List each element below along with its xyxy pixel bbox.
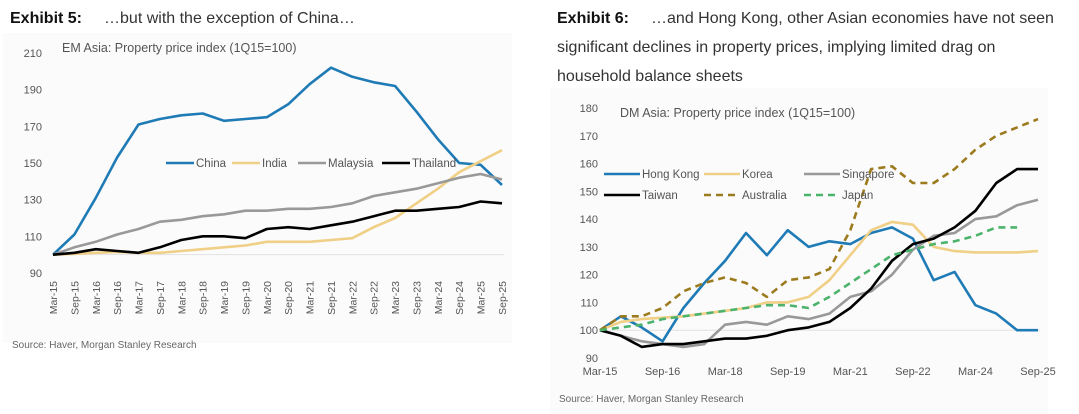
legend-label: Malaysia <box>328 158 374 170</box>
x-tick-label: Mar-22 <box>347 281 359 314</box>
y-tick-label: 90 <box>30 268 42 280</box>
legend-label: Taiwan <box>642 190 678 202</box>
exhibit-5-header: Exhibit 5: …but with the exception of Chi… <box>10 4 530 33</box>
legend-label: China <box>196 158 227 170</box>
y-tick-label: 130 <box>24 195 42 207</box>
y-tick-label: 110 <box>580 297 598 309</box>
chart-2: DM Asia: Property price index (1Q15=100)… <box>550 88 1056 414</box>
exhibit-heading: …but with the exception of China… <box>104 10 355 27</box>
y-tick-label: 170 <box>580 131 598 143</box>
chart-title: EM Asia: Property price index (1Q15=100) <box>62 41 297 55</box>
x-tick-label: Mar-20 <box>262 281 274 314</box>
x-tick-label: Mar-15 <box>583 366 618 378</box>
y-tick-label: 120 <box>580 270 598 282</box>
y-tick-label: 160 <box>580 159 598 171</box>
x-tick-label: Mar-18 <box>176 281 188 314</box>
exhibit-label: Exhibit 5: <box>10 10 83 27</box>
x-tick-label: Sep-21 <box>326 281 338 315</box>
chart-background <box>3 33 512 343</box>
x-tick-label: Sep-23 <box>411 281 423 315</box>
x-tick-label: Sep-18 <box>198 281 210 315</box>
legend-label: India <box>262 158 288 170</box>
x-tick-label: Sep-19 <box>770 366 805 378</box>
x-tick-label: Mar-24 <box>433 281 445 314</box>
x-tick-label: Sep-25 <box>497 281 509 315</box>
series-line-australia <box>599 117 1039 332</box>
legend-label: Singapore <box>842 169 894 181</box>
x-tick-label: Mar-15 <box>48 281 60 314</box>
series-line-taiwan <box>599 167 1038 349</box>
x-tick-label: Mar-23 <box>390 281 402 314</box>
chart-1: EM Asia: Property price index (1Q15=100)… <box>3 33 512 343</box>
y-tick-label: 150 <box>24 158 42 170</box>
legend-label: Korea <box>742 169 773 181</box>
y-tick-label: 150 <box>580 186 598 198</box>
x-tick-label: Mar-17 <box>134 281 146 314</box>
source-note: Source: Haver, Morgan Stanley Research <box>12 340 197 351</box>
y-tick-label: 100 <box>580 325 598 337</box>
series-line-thailand <box>52 200 503 256</box>
x-tick-label: Sep-22 <box>369 281 381 315</box>
exhibit-heading: …and Hong Kong, other Asian economies ha… <box>557 10 1054 85</box>
x-tick-label: Sep-15 <box>69 281 81 315</box>
x-tick-label: Sep-24 <box>454 281 466 315</box>
x-tick-label: Mar-19 <box>219 281 231 314</box>
series-line-hong-kong <box>599 226 1038 343</box>
series-line-malaysia <box>52 172 503 256</box>
x-tick-label: Mar-16 <box>91 281 103 314</box>
x-tick-label: Mar-18 <box>708 366 743 378</box>
x-tick-label: Sep-22 <box>895 366 930 378</box>
legend-label: Hong Kong <box>642 169 700 181</box>
y-tick-label: 90 <box>586 353 598 365</box>
exhibit-6-header: Exhibit 6: …and Hong Kong, other Asian ec… <box>557 4 1072 91</box>
y-tick-label: 110 <box>24 231 42 243</box>
x-tick-label: Sep-16 <box>645 366 680 378</box>
x-tick-label: Mar-21 <box>305 281 317 314</box>
y-tick-label: 190 <box>24 85 42 97</box>
y-tick-label: 170 <box>24 121 42 133</box>
series-line-japan <box>599 226 1018 332</box>
legend-label: Japan <box>842 190 873 202</box>
x-tick-label: Sep-20 <box>283 281 295 315</box>
series-line-singapore <box>599 198 1039 349</box>
series-line-china <box>52 66 503 256</box>
x-tick-label: Mar-24 <box>958 366 993 378</box>
x-tick-label: Sep-25 <box>1020 366 1055 378</box>
x-tick-label: Sep-19 <box>240 281 252 315</box>
x-tick-label: Mar-25 <box>476 281 488 314</box>
y-tick-label: 180 <box>580 103 598 115</box>
x-tick-label: Sep-17 <box>155 281 167 315</box>
x-tick-label: Mar-21 <box>833 366 868 378</box>
legend-label: Australia <box>742 190 787 202</box>
y-tick-label: 140 <box>580 214 598 226</box>
chart-title: DM Asia: Property price index (1Q15=100) <box>620 106 855 120</box>
x-tick-label: Sep-16 <box>112 281 124 315</box>
source-note: Source: Haver, Morgan Stanley Research <box>559 394 744 405</box>
y-tick-label: 130 <box>580 242 598 254</box>
exhibit-label: Exhibit 6: <box>557 10 630 27</box>
legend-label: Thailand <box>412 158 456 170</box>
y-tick-label: 210 <box>24 48 42 60</box>
